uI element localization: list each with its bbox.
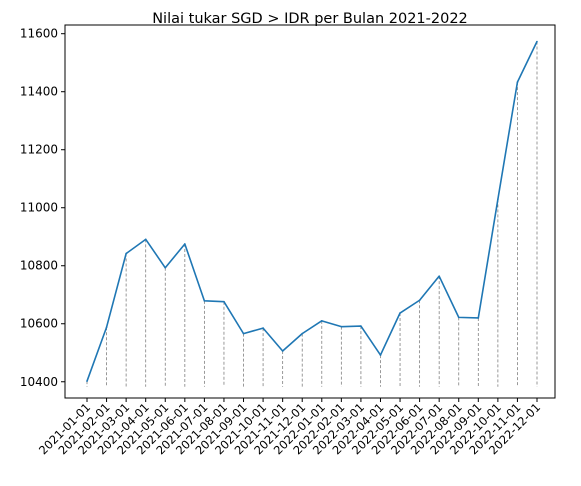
data-point (223, 301, 225, 303)
data-point (243, 333, 245, 335)
data-point (204, 300, 206, 302)
y-tick-label: 10800 (20, 259, 58, 273)
series-layer (86, 41, 538, 382)
data-point (184, 243, 186, 245)
data-point (262, 327, 264, 329)
data-point (536, 41, 538, 43)
y-tick-label: 11200 (20, 143, 58, 157)
y-tick-label: 10400 (20, 375, 58, 389)
data-point (478, 317, 480, 319)
x-axis: 2021-01-012021-02-012021-03-012021-04-01… (36, 398, 543, 457)
y-tick-label: 11600 (20, 27, 58, 41)
data-point (380, 354, 382, 356)
data-point (497, 199, 499, 201)
data-point (106, 326, 108, 328)
data-point (282, 350, 284, 352)
data-point (321, 320, 323, 322)
data-point (145, 239, 147, 241)
data-point (458, 317, 460, 319)
series-line (87, 42, 537, 382)
data-point (86, 380, 88, 382)
y-axis: 10400 10600 10800 11000 11200 11400 11600 (20, 27, 65, 389)
data-point (399, 312, 401, 314)
data-point (517, 81, 519, 83)
y-tick-label: 11400 (20, 85, 58, 99)
y-tick-label: 10600 (20, 317, 58, 331)
data-point (438, 275, 440, 277)
data-point (164, 267, 166, 269)
y-tick-label: 11000 (20, 201, 58, 215)
plot-frame (65, 25, 555, 398)
vertical-drop-lines (87, 42, 537, 387)
data-point (360, 325, 362, 327)
data-point (341, 326, 343, 328)
data-point (125, 253, 127, 255)
data-point (301, 333, 303, 335)
data-point (419, 299, 421, 301)
